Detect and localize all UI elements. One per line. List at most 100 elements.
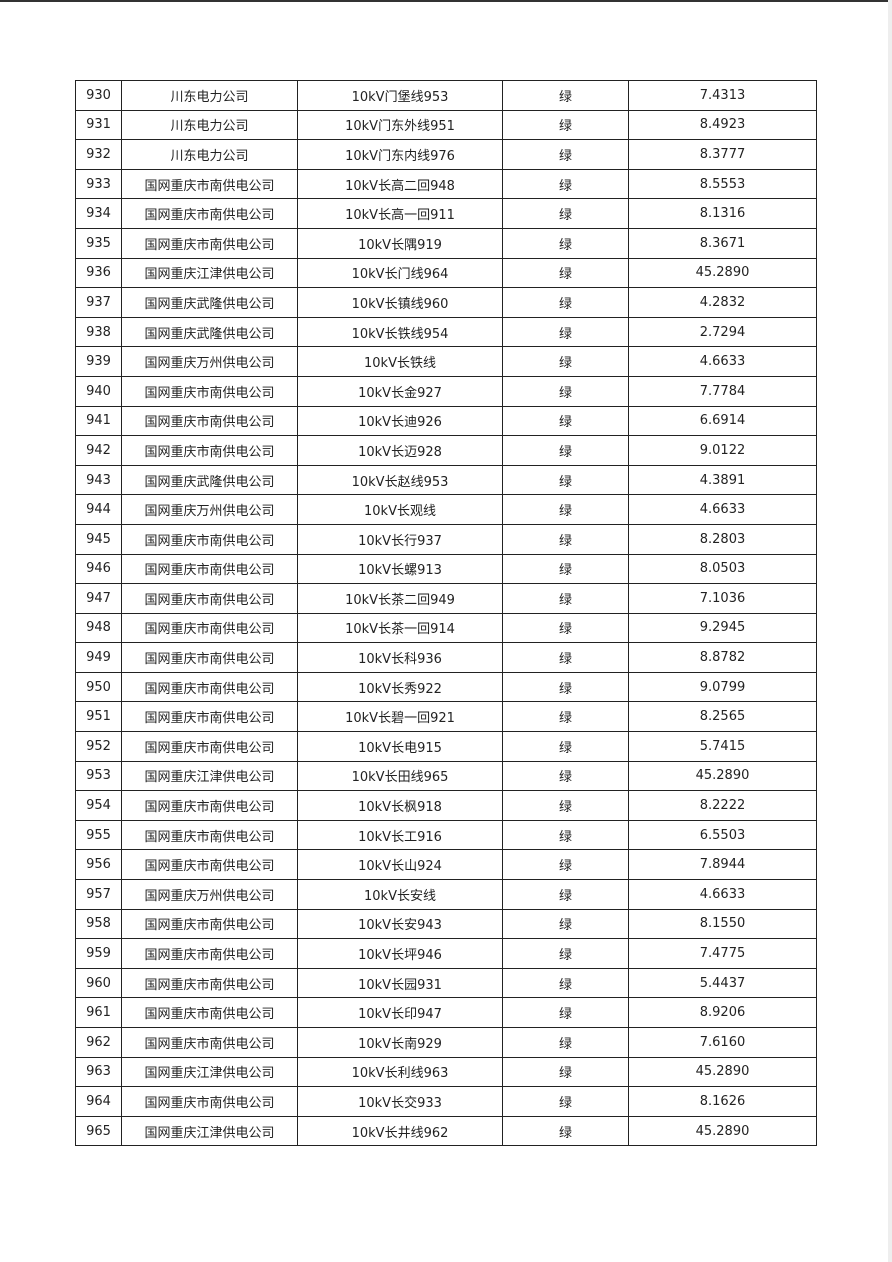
line-name-cell: 10kV长赵线953 bbox=[297, 464, 503, 496]
table-row: 959 国网重庆市南供电公司 10kV长坪946 绿 7.4775 bbox=[75, 938, 817, 969]
table-row: 958 国网重庆市南供电公司 10kV长安943 绿 8.1550 bbox=[75, 908, 817, 940]
status-cell: 绿 bbox=[502, 908, 629, 940]
table-row: 934 国网重庆市南供电公司 10kV长高一回911 绿 8.1316 bbox=[75, 198, 817, 229]
line-name-cell: 10kV门堡线953 bbox=[297, 80, 503, 111]
company-cell: 国网重庆市南供电公司 bbox=[121, 1086, 298, 1117]
company-cell: 国网重庆市南供电公司 bbox=[121, 553, 298, 585]
value-cell: 9.0799 bbox=[628, 671, 817, 703]
value-cell: 8.3671 bbox=[628, 227, 817, 259]
status-cell: 绿 bbox=[502, 1056, 629, 1088]
line-name-cell: 10kV长坪946 bbox=[297, 938, 503, 969]
company-cell: 国网重庆市南供电公司 bbox=[121, 790, 298, 821]
value-cell: 4.6633 bbox=[628, 879, 817, 910]
line-name-cell: 10kV长迈928 bbox=[297, 435, 503, 466]
row-number-cell: 948 bbox=[75, 612, 122, 644]
table-row: 961 国网重庆市南供电公司 10kV长印947 绿 8.9206 bbox=[75, 997, 817, 1028]
company-cell: 国网重庆市南供电公司 bbox=[121, 168, 298, 200]
line-name-cell: 10kV长电915 bbox=[297, 731, 503, 762]
status-cell: 绿 bbox=[502, 997, 629, 1028]
table-row: 955 国网重庆市南供电公司 10kV长工916 绿 6.5503 bbox=[75, 819, 817, 851]
row-number-cell: 934 bbox=[75, 198, 122, 229]
value-cell: 7.4313 bbox=[628, 80, 817, 111]
table-body: 930 川东电力公司 10kV门堡线953 绿 7.4313 931 川东电力公司 10kV门… bbox=[75, 80, 817, 1147]
company-cell: 国网重庆市南供电公司 bbox=[121, 849, 298, 881]
status-cell: 绿 bbox=[502, 583, 629, 614]
row-number-cell: 947 bbox=[75, 583, 122, 614]
status-cell: 绿 bbox=[502, 819, 629, 851]
line-name-cell: 10kV长工916 bbox=[297, 819, 503, 851]
table-row: 951 国网重庆市南供电公司 10kV长碧一回921 绿 8.2565 bbox=[75, 701, 817, 733]
line-name-cell: 10kV门东外线951 bbox=[297, 109, 503, 141]
company-cell: 国网重庆江津供电公司 bbox=[121, 257, 298, 289]
line-name-cell: 10kV长铁线 bbox=[297, 346, 503, 377]
row-number-cell: 950 bbox=[75, 671, 122, 703]
row-number-cell: 936 bbox=[75, 257, 122, 289]
company-cell: 国网重庆市南供电公司 bbox=[121, 967, 298, 999]
row-number-cell: 941 bbox=[75, 405, 122, 437]
table-row: 957 国网重庆万州供电公司 10kV长安线绿 4.6633 bbox=[75, 879, 817, 910]
table-row: 952 国网重庆市南供电公司 10kV长电915 绿 5.7415 bbox=[75, 731, 817, 762]
status-cell: 绿 bbox=[502, 612, 629, 644]
line-name-cell: 10kV长田线965 bbox=[297, 760, 503, 792]
line-name-cell: 10kV长高一回911 bbox=[297, 198, 503, 229]
status-cell: 绿 bbox=[502, 849, 629, 881]
status-cell: 绿 bbox=[502, 139, 629, 170]
row-number-cell: 943 bbox=[75, 464, 122, 496]
line-name-cell: 10kV长镇线960 bbox=[297, 287, 503, 318]
row-number-cell: 931 bbox=[75, 109, 122, 141]
status-cell: 绿 bbox=[502, 760, 629, 792]
value-cell: 7.6160 bbox=[628, 1027, 817, 1058]
company-cell: 国网重庆市南供电公司 bbox=[121, 583, 298, 614]
table-row: 930 川东电力公司 10kV门堡线953 绿 7.4313 bbox=[75, 80, 817, 111]
company-cell: 国网重庆万州供电公司 bbox=[121, 346, 298, 377]
page-right-edge bbox=[888, 0, 892, 1262]
status-cell: 绿 bbox=[502, 1027, 629, 1058]
table-row: 940 国网重庆市南供电公司 10kV长金927 绿 7.7784 bbox=[75, 375, 817, 407]
value-cell: 7.4775 bbox=[628, 938, 817, 969]
company-cell: 国网重庆万州供电公司 bbox=[121, 494, 298, 525]
row-number-cell: 962 bbox=[75, 1027, 122, 1058]
status-cell: 绿 bbox=[502, 435, 629, 466]
status-cell: 绿 bbox=[502, 671, 629, 703]
status-cell: 绿 bbox=[502, 879, 629, 910]
status-cell: 绿 bbox=[502, 80, 629, 111]
table-row: 941 国网重庆市南供电公司 10kV长迪926 绿 6.6914 bbox=[75, 405, 817, 437]
company-cell: 国网重庆万州供电公司 bbox=[121, 879, 298, 910]
status-cell: 绿 bbox=[502, 227, 629, 259]
value-cell: 8.9206 bbox=[628, 997, 817, 1028]
table-row: 950 国网重庆市南供电公司 10kV长秀922 绿 9.0799 bbox=[75, 671, 817, 703]
table-row: 948 国网重庆市南供电公司 10kV长茶一回914 绿 9.2945 bbox=[75, 612, 817, 644]
line-name-cell: 10kV长园931 bbox=[297, 967, 503, 999]
value-cell: 8.5553 bbox=[628, 168, 817, 200]
company-cell: 国网重庆市南供电公司 bbox=[121, 227, 298, 259]
table-row: 931 川东电力公司 10kV门东外线951 绿 8.4923 bbox=[75, 109, 817, 141]
status-cell: 绿 bbox=[502, 731, 629, 762]
value-cell: 8.1626 bbox=[628, 1086, 817, 1117]
line-name-cell: 10kV长高二回948 bbox=[297, 168, 503, 200]
status-cell: 绿 bbox=[502, 523, 629, 555]
line-name-cell: 10kV长利线963 bbox=[297, 1056, 503, 1088]
table-row: 947 国网重庆市南供电公司 10kV长茶二回949 绿 7.1036 bbox=[75, 583, 817, 614]
table-row: 944 国网重庆万州供电公司 10kV长观线绿 4.6633 bbox=[75, 494, 817, 525]
company-cell: 国网重庆市南供电公司 bbox=[121, 997, 298, 1028]
value-cell: 5.4437 bbox=[628, 967, 817, 999]
line-name-cell: 10kV长铁线954 bbox=[297, 316, 503, 348]
value-cell: 8.2222 bbox=[628, 790, 817, 821]
line-name-cell: 10kV长秀922 bbox=[297, 671, 503, 703]
row-number-cell: 963 bbox=[75, 1056, 122, 1088]
value-cell: 8.3777 bbox=[628, 139, 817, 170]
value-cell: 8.0503 bbox=[628, 553, 817, 585]
value-cell: 7.8944 bbox=[628, 849, 817, 881]
row-number-cell: 946 bbox=[75, 553, 122, 585]
company-cell: 国网重庆江津供电公司 bbox=[121, 1056, 298, 1088]
table-row: 936 国网重庆江津供电公司 10kV长门线964 绿 45.2890 bbox=[75, 257, 817, 289]
row-number-cell: 961 bbox=[75, 997, 122, 1028]
value-cell: 8.8782 bbox=[628, 642, 817, 673]
row-number-cell: 957 bbox=[75, 879, 122, 910]
status-cell: 绿 bbox=[502, 967, 629, 999]
status-cell: 绿 bbox=[502, 464, 629, 496]
table-row: 943 国网重庆武隆供电公司 10kV长赵线953 绿 4.3891 bbox=[75, 464, 817, 496]
status-cell: 绿 bbox=[502, 494, 629, 525]
status-cell: 绿 bbox=[502, 257, 629, 289]
table-row: 960 国网重庆市南供电公司 10kV长园931 绿 5.4437 bbox=[75, 967, 817, 999]
